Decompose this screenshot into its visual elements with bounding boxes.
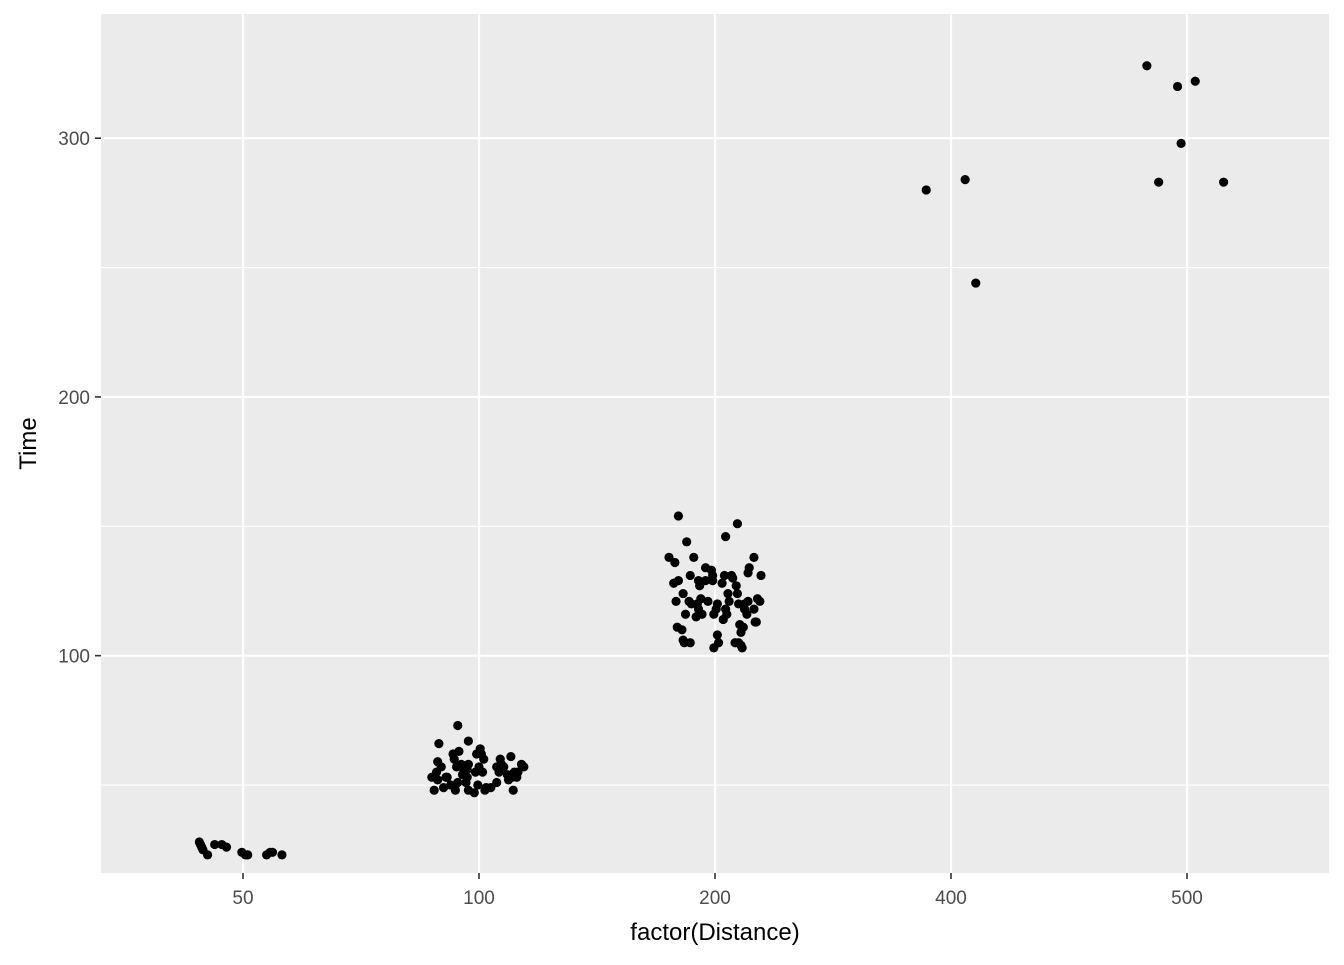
data-point [703,596,713,606]
data-point [697,609,707,619]
data-point [749,604,759,614]
data-point [479,754,489,764]
y-tick-label: 100 [58,647,90,668]
data-point [433,775,443,785]
data-point [463,759,473,769]
data-point [436,762,446,772]
data-point [492,777,502,788]
x-tick-label: 50 [232,888,253,909]
data-point [673,511,684,521]
data-point [499,762,509,772]
data-point [708,576,718,586]
data-point [453,720,463,731]
data-point [267,847,278,857]
data-point [743,596,753,606]
data-point [731,581,741,591]
data-point [486,783,496,793]
data-point [203,850,213,860]
data-point [732,519,743,529]
data-point [713,638,724,648]
data-point [277,850,287,860]
data-points [194,61,1229,860]
data-point [473,780,483,790]
data-point [744,563,754,573]
data-point [721,532,731,542]
data-point [712,630,722,640]
data-point [695,581,705,591]
data-point [508,785,518,795]
data-point [221,842,232,852]
data-point [738,622,748,632]
data-point [682,537,692,547]
data-point [513,767,523,777]
data-point [723,588,733,599]
data-point [434,739,444,749]
data-point [728,573,738,583]
data-point [971,278,981,288]
data-point [700,576,711,586]
x-axis-title: factor(Distance) [630,919,799,946]
data-point [696,594,706,604]
data-point [477,767,488,777]
data-point [462,772,472,782]
data-point [685,638,695,648]
data-point [737,643,747,653]
data-point [722,609,732,619]
data-point [1218,177,1229,187]
y-tick-label: 200 [58,388,90,409]
y-axis-title: Time [15,417,42,469]
data-point [463,736,473,746]
data-point [670,557,680,568]
data-point [751,617,761,627]
x-tick-label: 400 [935,888,967,909]
data-point [717,578,727,588]
data-point [677,625,687,635]
data-point [742,609,752,619]
data-point [210,839,220,850]
data-point [671,596,681,606]
data-point [243,850,253,860]
data-point [469,788,479,798]
data-point [450,785,460,795]
data-point [680,609,691,619]
data-point [453,777,463,788]
x-axis: 50 100 200 400 500 [232,873,1203,909]
data-point [1142,61,1152,71]
y-axis: 100 200 300 [58,129,101,668]
y-tick-label: 300 [58,129,90,150]
data-point [719,570,730,581]
data-point [921,185,931,195]
data-point [1176,138,1186,148]
data-point [685,570,695,581]
data-point [960,174,970,185]
major-gridlines [101,14,1329,873]
data-point [1190,76,1200,86]
data-point [749,552,759,562]
x-tick-label: 200 [699,888,731,909]
x-tick-label: 100 [463,888,495,909]
data-point [454,746,464,756]
data-point [756,570,766,581]
data-point [519,762,529,772]
data-point [449,754,459,764]
data-point [1172,81,1183,92]
data-point [506,751,516,762]
data-point [689,552,699,562]
data-point [724,596,734,606]
data-point [755,596,765,606]
data-point [664,552,674,562]
data-point [442,772,452,782]
data-point [439,783,449,793]
data-point [429,785,439,795]
data-point [1154,177,1164,187]
data-point [678,588,688,599]
data-point [673,576,684,586]
data-point [732,588,743,599]
data-point [712,599,722,609]
x-tick-label: 500 [1171,888,1203,909]
